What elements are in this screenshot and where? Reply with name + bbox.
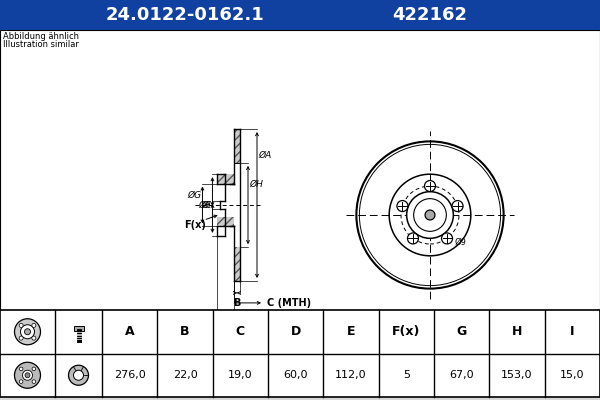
Text: 67,0: 67,0 — [449, 370, 474, 380]
Circle shape — [25, 329, 31, 335]
Bar — [0, 30, 600, 310]
Text: 24.0122-0162.1: 24.0122-0162.1 — [106, 6, 265, 24]
Circle shape — [32, 323, 36, 327]
Bar — [225, 174, 234, 184]
Circle shape — [425, 210, 435, 220]
Text: ØA: ØA — [258, 151, 271, 160]
Circle shape — [25, 373, 30, 378]
Text: B: B — [180, 325, 190, 338]
Circle shape — [425, 180, 436, 192]
Circle shape — [14, 319, 41, 345]
Text: D: D — [290, 325, 301, 338]
Text: Abbildung ähnlich: Abbildung ähnlich — [3, 32, 79, 41]
Text: A: A — [125, 325, 134, 338]
Bar — [0, 310, 600, 397]
Circle shape — [14, 362, 41, 388]
Bar — [0, 0, 600, 30]
Bar — [234, 129, 240, 163]
Text: F(x): F(x) — [392, 325, 421, 338]
Bar — [225, 217, 234, 226]
Circle shape — [356, 141, 503, 289]
Circle shape — [32, 336, 36, 340]
Circle shape — [74, 370, 83, 380]
Text: 22,0: 22,0 — [173, 370, 197, 380]
Circle shape — [19, 380, 23, 384]
Text: ØG: ØG — [187, 191, 202, 200]
Bar — [234, 247, 240, 281]
Circle shape — [19, 367, 23, 371]
Text: ØI: ØI — [202, 200, 211, 210]
Circle shape — [23, 370, 32, 380]
Circle shape — [442, 233, 452, 244]
Text: 5: 5 — [403, 370, 410, 380]
Text: 15,0: 15,0 — [560, 370, 584, 380]
Text: G: G — [457, 325, 467, 338]
Bar — [217, 174, 225, 184]
Bar — [234, 129, 240, 163]
Text: C (MTH): C (MTH) — [267, 298, 311, 308]
Text: C: C — [236, 325, 245, 338]
Text: D: D — [222, 318, 230, 328]
Circle shape — [19, 323, 23, 327]
Text: 112,0: 112,0 — [335, 370, 367, 380]
Text: 19,0: 19,0 — [228, 370, 253, 380]
Circle shape — [20, 325, 35, 339]
Bar — [74, 326, 83, 331]
Bar — [217, 217, 225, 226]
Text: 60,0: 60,0 — [283, 370, 308, 380]
Text: F(x): F(x) — [185, 220, 206, 230]
Circle shape — [32, 380, 35, 384]
Text: 276,0: 276,0 — [114, 370, 146, 380]
Text: H: H — [512, 325, 522, 338]
Text: ØH: ØH — [249, 180, 263, 188]
Circle shape — [407, 192, 454, 238]
Circle shape — [397, 200, 408, 212]
Text: I: I — [570, 325, 575, 338]
Text: Illustration similar: Illustration similar — [3, 40, 79, 49]
Text: E: E — [347, 325, 355, 338]
Circle shape — [32, 367, 35, 371]
Circle shape — [68, 365, 89, 385]
Text: Ø9: Ø9 — [455, 238, 466, 247]
Text: B: B — [233, 298, 241, 308]
Circle shape — [452, 200, 463, 212]
Text: 422162: 422162 — [392, 6, 467, 24]
Circle shape — [19, 336, 23, 340]
Bar — [190, 124, 250, 286]
Circle shape — [407, 233, 418, 244]
Text: ØE: ØE — [199, 200, 211, 210]
Text: 153,0: 153,0 — [501, 370, 533, 380]
